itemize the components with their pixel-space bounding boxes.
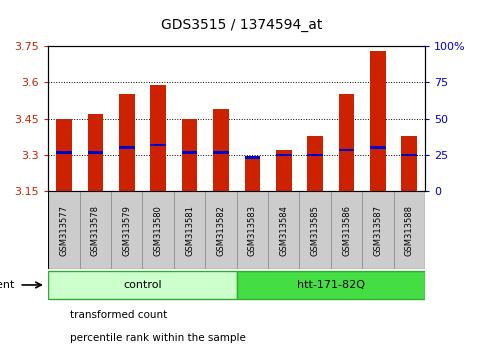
- Text: GSM313588: GSM313588: [405, 205, 414, 256]
- Text: GSM313581: GSM313581: [185, 205, 194, 256]
- Bar: [339, 149, 355, 151]
- Bar: [237, 271, 425, 299]
- Bar: [370, 51, 386, 191]
- Bar: [276, 150, 292, 191]
- Bar: [362, 191, 394, 269]
- Bar: [307, 154, 323, 156]
- Bar: [111, 191, 142, 269]
- Bar: [244, 157, 260, 191]
- Bar: [174, 191, 205, 269]
- Text: GSM313582: GSM313582: [216, 205, 226, 256]
- Text: GSM313579: GSM313579: [122, 205, 131, 256]
- Bar: [56, 151, 72, 154]
- Bar: [80, 191, 111, 269]
- Text: GSM313578: GSM313578: [91, 205, 100, 256]
- Bar: [87, 114, 103, 191]
- Text: GSM313577: GSM313577: [59, 205, 69, 256]
- Bar: [182, 119, 198, 191]
- Bar: [150, 85, 166, 191]
- Bar: [48, 191, 80, 269]
- Text: percentile rank within the sample: percentile rank within the sample: [70, 333, 246, 343]
- Bar: [268, 191, 299, 269]
- Text: agent: agent: [0, 280, 14, 290]
- Bar: [401, 154, 417, 156]
- Text: GDS3515 / 1374594_at: GDS3515 / 1374594_at: [161, 18, 322, 32]
- Bar: [56, 119, 72, 191]
- Bar: [213, 109, 229, 191]
- Text: GSM313583: GSM313583: [248, 205, 257, 256]
- Text: GSM313585: GSM313585: [311, 205, 320, 256]
- Text: GSM313584: GSM313584: [279, 205, 288, 256]
- Bar: [401, 136, 417, 191]
- Bar: [48, 271, 237, 299]
- Bar: [307, 136, 323, 191]
- Bar: [150, 144, 166, 147]
- Bar: [182, 151, 198, 154]
- Bar: [213, 151, 229, 154]
- Text: transformed count: transformed count: [70, 310, 167, 320]
- Bar: [331, 191, 362, 269]
- Bar: [237, 191, 268, 269]
- Bar: [119, 147, 135, 149]
- Bar: [87, 151, 103, 154]
- Text: GSM313587: GSM313587: [373, 205, 383, 256]
- Bar: [205, 191, 237, 269]
- Bar: [244, 156, 260, 159]
- Bar: [299, 191, 331, 269]
- Text: control: control: [123, 280, 162, 290]
- Text: htt-171-82Q: htt-171-82Q: [297, 280, 365, 290]
- Bar: [276, 154, 292, 156]
- Bar: [394, 191, 425, 269]
- Text: GSM313586: GSM313586: [342, 205, 351, 256]
- Bar: [119, 95, 135, 191]
- Bar: [142, 191, 174, 269]
- Bar: [339, 95, 355, 191]
- Text: GSM313580: GSM313580: [154, 205, 163, 256]
- Bar: [370, 147, 386, 149]
